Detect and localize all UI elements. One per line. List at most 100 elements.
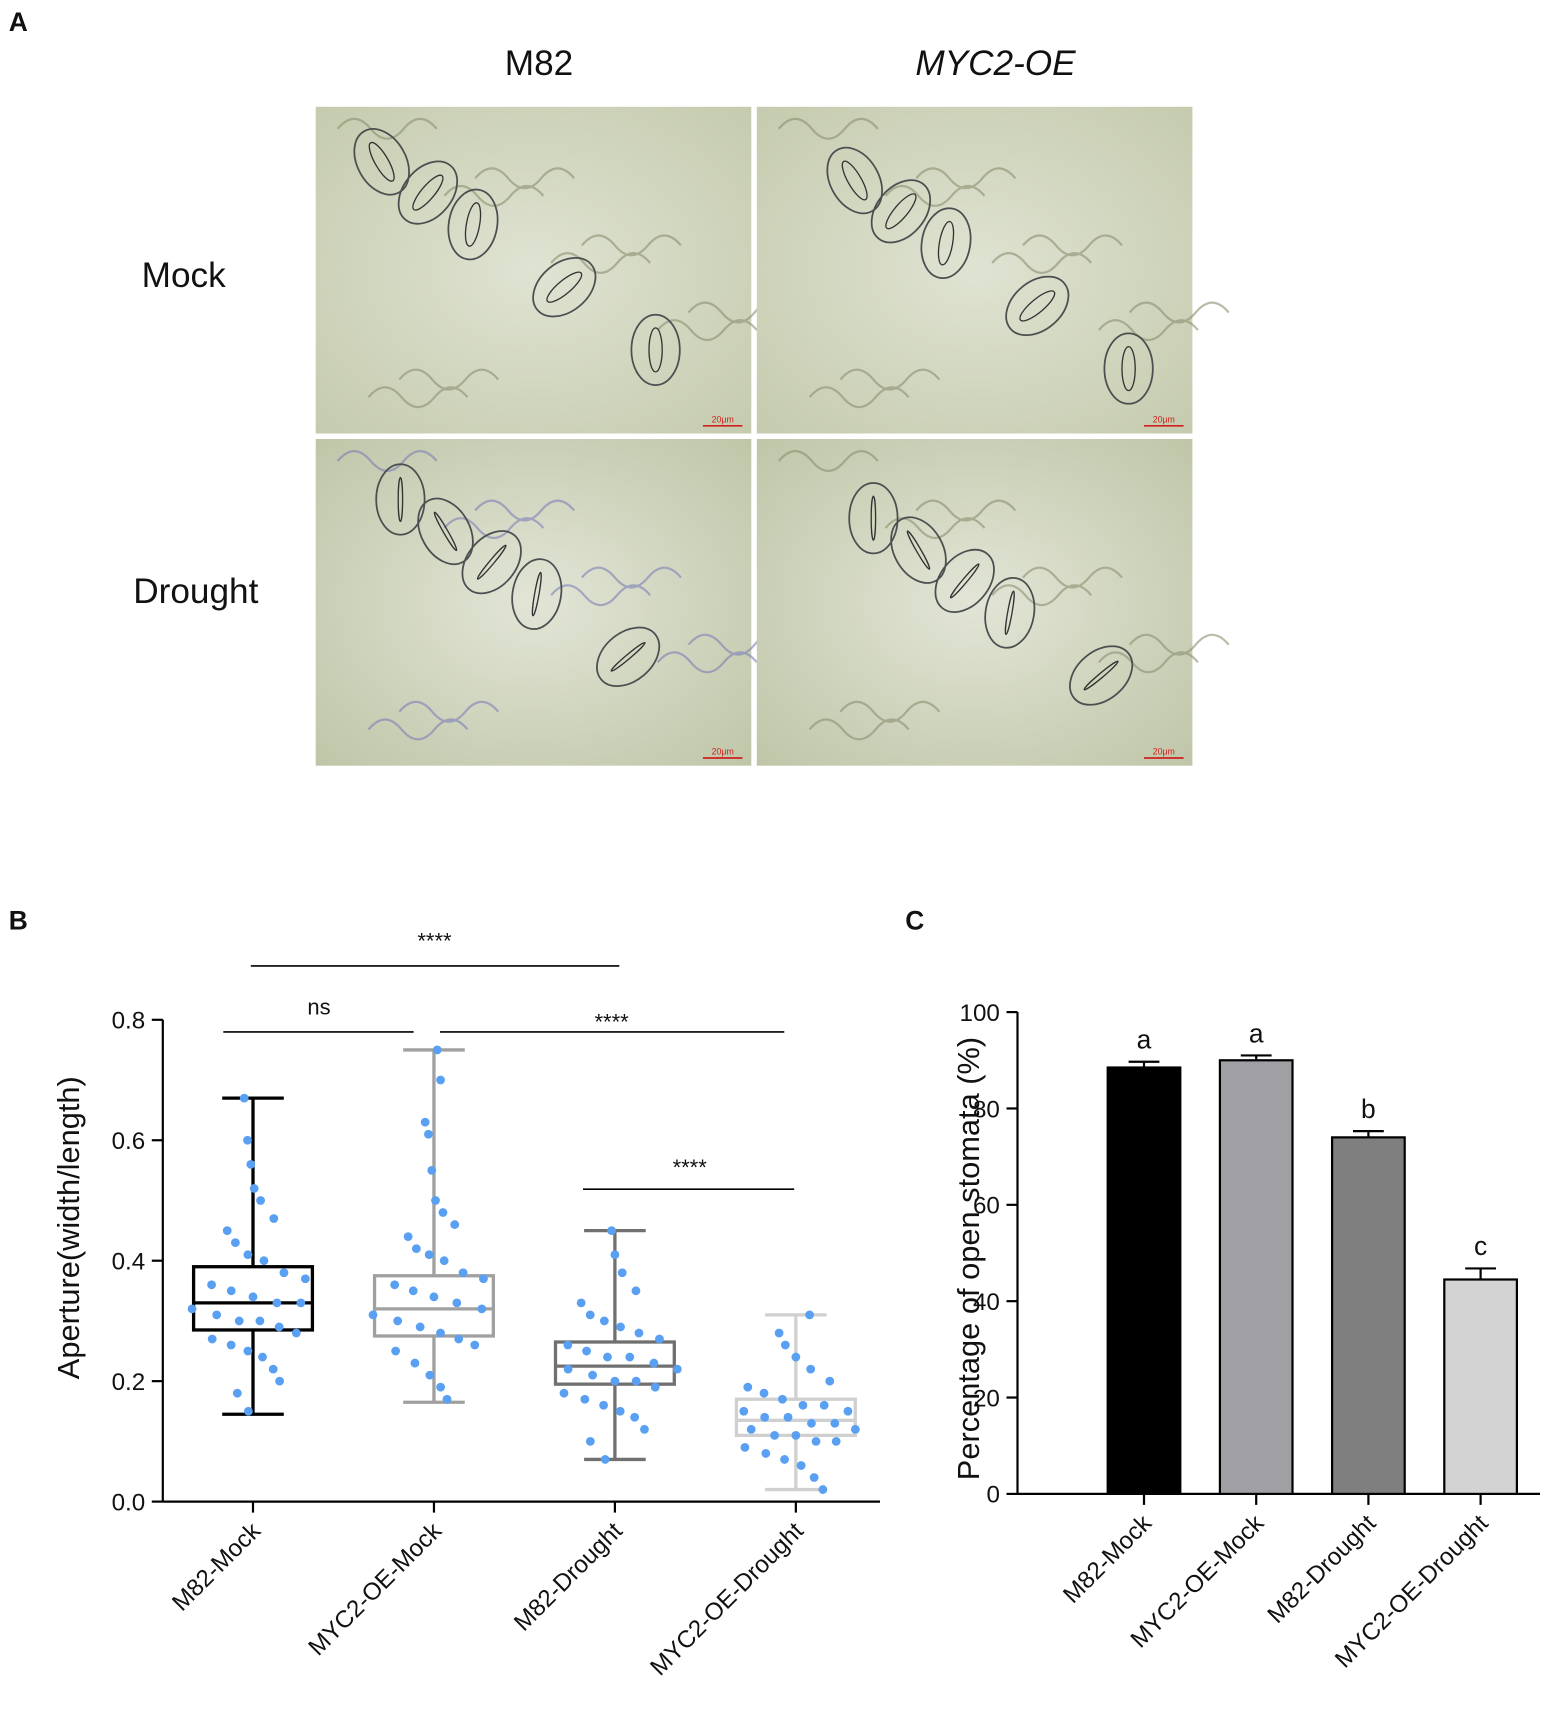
point	[585, 1310, 595, 1320]
point	[631, 1286, 641, 1296]
group-letter: a	[1137, 1025, 1152, 1055]
point	[615, 1406, 625, 1416]
point	[272, 1298, 282, 1308]
point	[477, 1304, 487, 1314]
point	[798, 1400, 808, 1410]
point	[452, 1298, 462, 1308]
y-tick-label: 100	[960, 1000, 1000, 1027]
point	[432, 1045, 442, 1055]
group-letter: b	[1361, 1094, 1376, 1124]
point	[759, 1388, 769, 1398]
point	[429, 1292, 439, 1302]
chart-c: C 0 20 40 60 80 100 Percentage of open stomata …	[905, 906, 1541, 1673]
point	[774, 1328, 784, 1338]
point	[617, 1268, 627, 1278]
chart-b: B 0.0 0.2 0.4 0.6 0.8 Aperture(width/length) M8…	[9, 906, 881, 1681]
stoma-pore	[546, 271, 583, 303]
point	[450, 1220, 460, 1229]
micrograph	[756, 439, 1193, 766]
point	[631, 1376, 641, 1386]
point	[655, 1334, 664, 1344]
point	[274, 1322, 284, 1332]
point	[243, 1250, 253, 1260]
significance-label: ****	[417, 928, 452, 953]
point	[740, 1442, 750, 1452]
point	[256, 1196, 265, 1205]
micrographs: 20μm 20μm 20μm 20μm	[315, 106, 1230, 766]
point	[650, 1382, 660, 1392]
stoma	[353, 128, 410, 196]
point	[231, 1238, 240, 1248]
stoma	[1103, 332, 1154, 405]
scale-bar-label: 20μm	[1153, 747, 1175, 757]
box	[191, 1265, 315, 1332]
stoma-pore	[937, 220, 955, 266]
point	[809, 1473, 819, 1482]
point	[640, 1424, 649, 1434]
micrograph	[315, 106, 752, 434]
stoma	[848, 482, 899, 555]
row-header: Drought	[133, 572, 258, 611]
stoma-pore	[531, 571, 542, 617]
stoma	[934, 548, 995, 613]
point	[843, 1406, 853, 1416]
point	[222, 1226, 232, 1235]
point	[599, 1400, 608, 1410]
y-tick-label: 80	[973, 1096, 1000, 1123]
group-letter: a	[1249, 1018, 1264, 1048]
bar	[1443, 1278, 1519, 1495]
point	[811, 1436, 821, 1446]
point	[610, 1250, 620, 1260]
point	[269, 1214, 279, 1223]
point	[187, 1304, 197, 1314]
stoma	[417, 497, 474, 566]
point	[743, 1382, 753, 1392]
point	[393, 1316, 403, 1326]
bar	[1106, 1066, 1182, 1496]
point	[411, 1244, 421, 1254]
point	[226, 1286, 236, 1296]
point	[616, 1322, 625, 1332]
point	[818, 1485, 828, 1494]
cell-outline	[777, 450, 1230, 741]
point	[390, 1280, 400, 1290]
stoma	[511, 558, 563, 630]
point	[783, 1412, 793, 1422]
point	[830, 1418, 840, 1428]
point	[600, 1455, 610, 1464]
point	[279, 1268, 289, 1278]
column-header: MYC2-OE	[915, 44, 1076, 83]
stoma-pore	[464, 202, 482, 247]
stoma	[1005, 275, 1070, 337]
point	[415, 1322, 425, 1332]
point	[246, 1159, 256, 1169]
significance-label: ****	[673, 1155, 708, 1180]
point	[576, 1298, 586, 1308]
stoma	[984, 577, 1036, 649]
point	[580, 1394, 590, 1404]
point	[761, 1449, 771, 1458]
point	[243, 1406, 253, 1416]
x-tick-label: MYC2-OE-Mock	[303, 1517, 447, 1661]
point	[599, 1316, 609, 1326]
point	[408, 1286, 418, 1296]
stoma-pore	[870, 495, 877, 541]
point	[607, 1226, 616, 1235]
y-tick-label: 0.8	[112, 1008, 146, 1035]
y-tick-label: 0.4	[112, 1249, 146, 1276]
point	[780, 1340, 790, 1350]
x-tick-label: MYC2-OE-Drought	[645, 1517, 809, 1681]
stoma	[826, 146, 883, 215]
point	[806, 1364, 816, 1374]
stoma	[375, 463, 426, 536]
y-tick-label: 0.2	[112, 1369, 146, 1396]
point	[739, 1406, 749, 1416]
bar	[1218, 1059, 1294, 1496]
point	[255, 1316, 265, 1326]
stoma-pore	[610, 641, 646, 672]
point	[559, 1388, 569, 1398]
scale-bar-label: 20μm	[712, 747, 734, 757]
x-tick-label: M82-Mock	[167, 1517, 267, 1617]
point	[258, 1352, 267, 1362]
